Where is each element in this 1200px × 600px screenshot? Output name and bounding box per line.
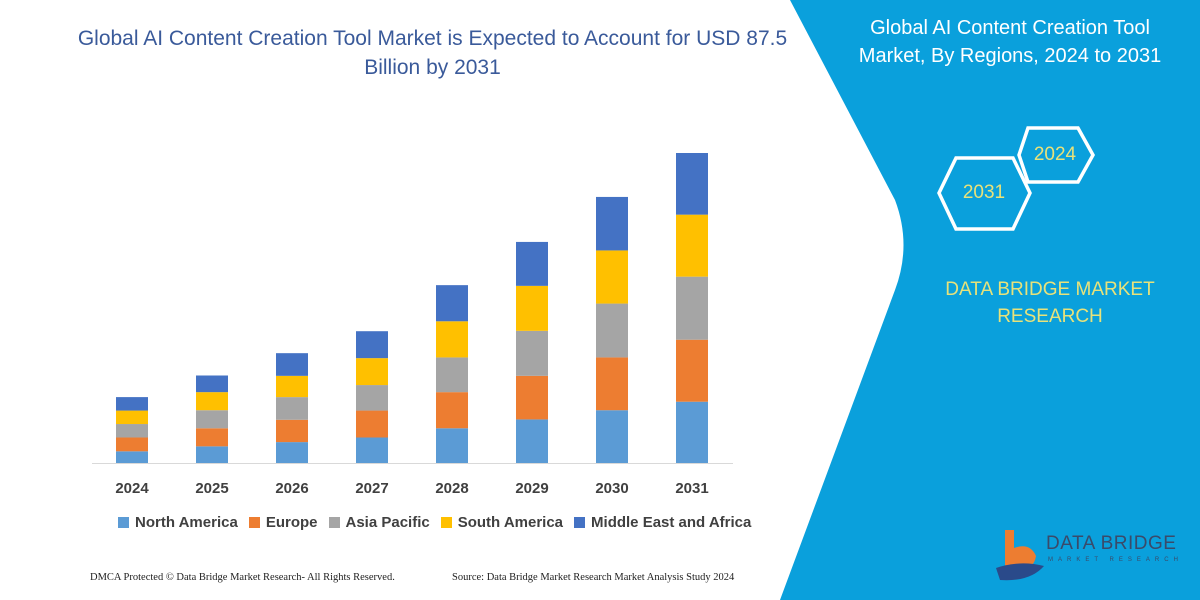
- stacked-bar-chart: [116, 153, 708, 463]
- bar-segment-2027-asia-pacific: [356, 385, 388, 411]
- bar-segment-2031-middle-east-and-africa: [676, 153, 708, 215]
- bar-segment-2024-south-america: [116, 410, 148, 425]
- bar-segment-2028-asia-pacific: [436, 357, 468, 393]
- bar-segment-2031-asia-pacific: [676, 276, 708, 340]
- brand-text: DATA BRIDGE MARKET RESEARCH: [945, 279, 1155, 327]
- bar-segment-2025-middle-east-and-africa: [196, 375, 228, 393]
- hex-label-start: 2024: [1033, 144, 1077, 165]
- logo-text: DATA BRIDGE: [1046, 533, 1177, 554]
- bar-segment-2029-europe: [516, 375, 548, 420]
- x-tick-label: 2028: [435, 480, 469, 497]
- legend-label: Middle East and Africa: [591, 514, 752, 531]
- bar-segment-2028-south-america: [436, 321, 468, 358]
- legend-item: Europe: [248, 514, 318, 531]
- bar-segment-2027-europe: [356, 410, 388, 438]
- bar-segment-2026-middle-east-and-africa: [276, 353, 308, 376]
- legend-label: North America: [135, 514, 238, 531]
- bar-segment-2025-europe: [196, 428, 228, 447]
- bar-segment-2030-europe: [596, 357, 628, 411]
- x-tick-label: 2024: [115, 480, 149, 497]
- bar-segment-2024-europe: [116, 437, 148, 452]
- bar-segment-2027-middle-east-and-africa: [356, 331, 388, 359]
- x-tick-label: 2031: [675, 480, 709, 497]
- bar-segment-2026-south-america: [276, 375, 308, 398]
- x-tick-label: 2029: [515, 480, 549, 497]
- bar-segment-2031-south-america: [676, 214, 708, 277]
- bar-segment-2026-asia-pacific: [276, 397, 308, 420]
- x-tick-label: 2030: [595, 480, 629, 497]
- legend-label: Europe: [265, 514, 318, 531]
- data-bridge-logo-icon: [996, 530, 1044, 581]
- legend-swatch: [574, 517, 586, 528]
- legend-item: Middle East and Africa: [574, 514, 751, 531]
- bar-segment-2028-north-america: [436, 428, 468, 463]
- bar-segment-2025-asia-pacific: [196, 410, 228, 429]
- bar-segment-2030-south-america: [596, 250, 628, 304]
- bar-segment-2025-north-america: [196, 446, 228, 463]
- bar-segment-2029-north-america: [516, 419, 548, 463]
- x-tick-label: 2025: [195, 480, 229, 497]
- bar-segment-2030-asia-pacific: [596, 303, 628, 358]
- legend-swatch: [118, 517, 129, 528]
- bar-segment-2029-middle-east-and-africa: [516, 241, 548, 286]
- legend-item: North America: [118, 514, 238, 531]
- bar-segment-2025-south-america: [196, 392, 228, 411]
- bar-segment-2029-asia-pacific: [516, 330, 548, 376]
- legend-label: Asia Pacific: [345, 514, 430, 531]
- side-panel-title: Global AI Content Creation Tool Market, …: [858, 17, 1162, 67]
- x-tick-label: 2026: [275, 480, 309, 497]
- bar-segment-2030-north-america: [596, 410, 628, 463]
- legend-swatch: [328, 517, 340, 528]
- bar-segment-2024-middle-east-and-africa: [116, 397, 148, 411]
- bar-segment-2027-south-america: [356, 358, 388, 386]
- bar-segment-2031-europe: [676, 339, 708, 402]
- bar-segment-2028-europe: [436, 392, 468, 429]
- legend: North America Europe Asia Pacific South Ame…: [118, 514, 751, 531]
- bar-segment-2024-north-america: [116, 451, 148, 463]
- hexagon-2031: [937, 156, 1032, 231]
- footer-source: Source: Data Bridge Market Research Mark…: [452, 572, 735, 583]
- legend-label: South America: [457, 514, 564, 531]
- blue-side-panel: [780, 0, 1200, 600]
- legend-item: Asia Pacific: [328, 514, 430, 531]
- bar-segment-2028-middle-east-and-africa: [436, 285, 468, 322]
- hexagon-2024: [1017, 126, 1096, 184]
- bar-segment-2026-europe: [276, 419, 308, 443]
- bar-segment-2024-asia-pacific: [116, 424, 148, 438]
- hex-label-end: 2031: [962, 182, 1006, 203]
- legend-swatch: [440, 517, 452, 528]
- bar-segment-2030-middle-east-and-africa: [596, 196, 628, 251]
- bar-segment-2027-north-america: [356, 437, 388, 463]
- logo-subtext: MARKET RESEARCH: [1048, 557, 1183, 563]
- bar-segment-2031-north-america: [676, 401, 708, 463]
- footer-copyright: DMCA Protected © Data Bridge Market Rese…: [90, 572, 395, 583]
- legend-swatch: [248, 517, 260, 528]
- bar-segment-2026-north-america: [276, 442, 308, 463]
- legend-item: South America: [440, 514, 564, 531]
- bar-segment-2029-south-america: [516, 285, 548, 331]
- x-tick-label: 2027: [355, 480, 389, 497]
- chart-title: Global AI Content Creation Tool Market i…: [77, 27, 788, 79]
